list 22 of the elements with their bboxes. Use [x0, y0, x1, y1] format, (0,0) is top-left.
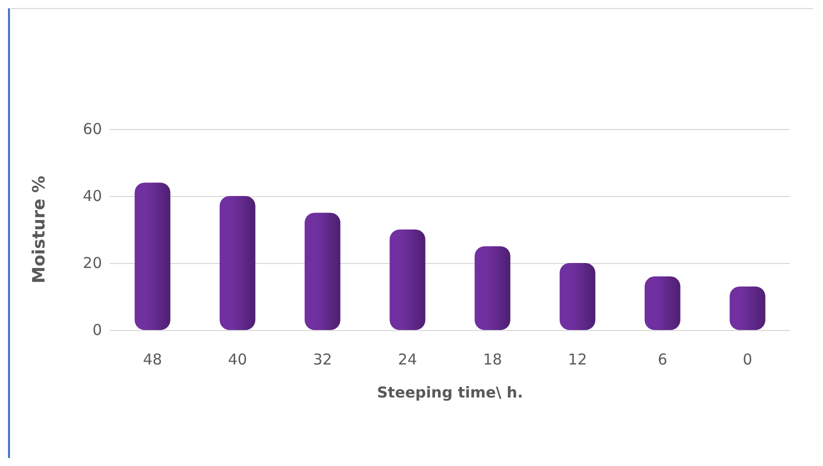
- x-tick-label: 12: [568, 350, 588, 368]
- y-tick-label: 20: [82, 254, 102, 272]
- x-tick-label: 48: [142, 350, 162, 368]
- x-axis-title: Steeping time\ h.: [376, 384, 524, 402]
- bar: [304, 212, 340, 330]
- bar: [644, 276, 680, 330]
- x-tick-label: 24: [398, 350, 418, 368]
- x-tick-label: 6: [658, 350, 668, 368]
- x-tick-label: 32: [312, 350, 332, 368]
- bar: [560, 263, 596, 330]
- y-tick-label: 40: [82, 187, 102, 205]
- y-axis-title: Moisture %: [30, 176, 50, 284]
- bar: [134, 182, 170, 330]
- x-tick-label: 18: [482, 350, 502, 368]
- y-tick-label: 60: [82, 120, 102, 138]
- bar: [390, 230, 426, 330]
- x-tick-label: 40: [228, 350, 248, 368]
- y-tick-label: 0: [92, 321, 102, 339]
- bar: [730, 286, 766, 330]
- bar: [474, 246, 510, 330]
- bar: [220, 196, 256, 330]
- x-tick-label: 0: [742, 350, 752, 368]
